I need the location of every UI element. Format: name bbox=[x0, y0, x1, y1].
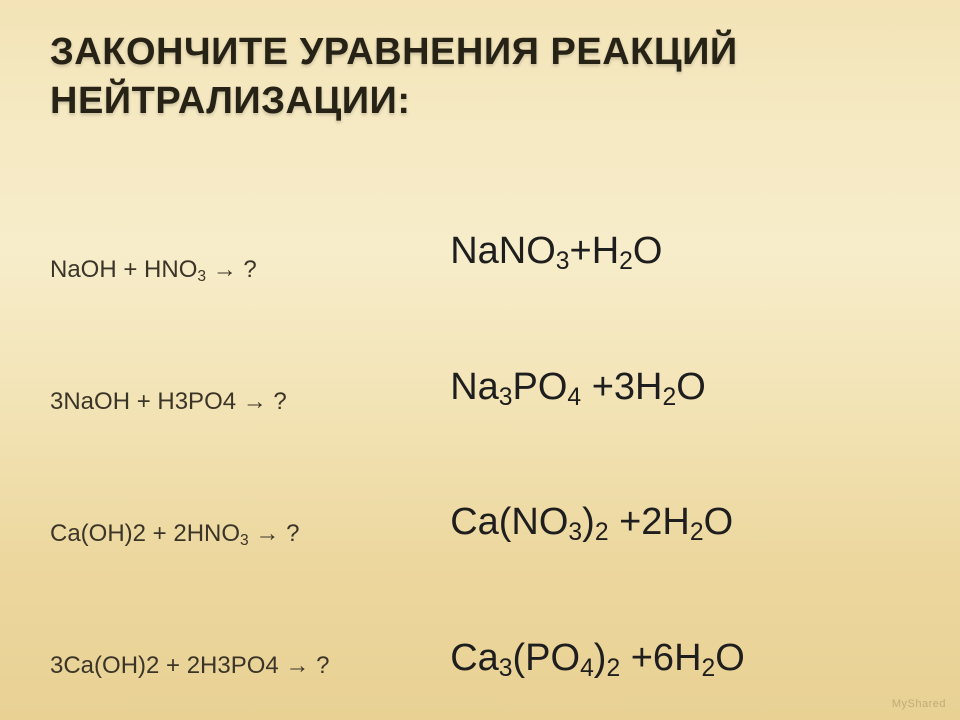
reactants-column: NaOH + HNO3 → ? 3NaOH + H3PO4 → ? Ca(OH)… bbox=[50, 230, 450, 680]
content-area: NaOH + HNO3 → ? 3NaOH + H3PO4 → ? Ca(OH)… bbox=[50, 230, 920, 680]
reaction-rhs: Ca(NO3)2 +2H2O bbox=[450, 501, 920, 544]
reaction-rhs: Na3PO4 +3H2O bbox=[450, 366, 920, 409]
slide-title: Закончите уравнения реакций нейтрализаци… bbox=[50, 28, 900, 125]
watermark: MyShared bbox=[892, 698, 946, 710]
reaction-rhs: NaNO3+H2O bbox=[450, 230, 920, 273]
products-column: NaNO3+H2O Na3PO4 +3H2O Ca(NO3)2 +2H2O Ca… bbox=[450, 230, 920, 680]
slide: Закончите уравнения реакций нейтрализаци… bbox=[0, 0, 960, 720]
reaction-lhs: 3NaOH + H3PO4 → ? bbox=[50, 388, 450, 416]
reaction-rhs: Ca3(PO4)2 +6H2O bbox=[450, 637, 920, 680]
title-line-1: Закончите уравнения реакций bbox=[50, 28, 900, 77]
reaction-lhs: 3Ca(OH)2 + 2H3PO4 → ? bbox=[50, 652, 450, 680]
reaction-lhs: Ca(OH)2 + 2HNO3 → ? bbox=[50, 520, 450, 548]
title-line-2: нейтрализации: bbox=[50, 77, 900, 126]
reaction-lhs: NaOH + HNO3 → ? bbox=[50, 256, 450, 284]
